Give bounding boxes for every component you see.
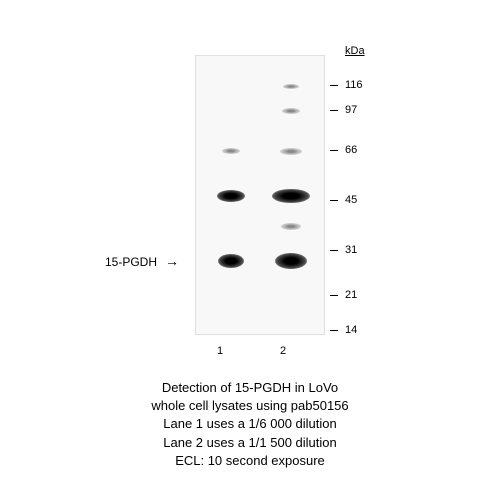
mw-label: 21 <box>345 289 357 301</box>
mw-label: 31 <box>345 244 357 256</box>
mw-label: 97 <box>345 104 357 116</box>
caption-line: Lane 2 uses a 1/1 500 dilution <box>0 434 500 452</box>
caption-line: whole cell lysates using pab50156 <box>0 397 500 415</box>
caption-line: ECL: 10 second exposure <box>0 452 500 470</box>
lane-2 <box>266 56 316 334</box>
caption-line: Detection of 15-PGDH in LoVo <box>0 379 500 397</box>
protein-band <box>222 148 240 154</box>
protein-band <box>280 148 302 155</box>
mw-tick <box>330 110 338 111</box>
mw-tick <box>330 200 338 201</box>
protein-band <box>281 223 301 230</box>
protein-band <box>283 84 299 89</box>
mw-label: 45 <box>345 194 357 206</box>
lane-number-1: 1 <box>217 345 223 357</box>
arrow-icon: → <box>165 253 179 269</box>
lane-number-2: 2 <box>280 345 286 357</box>
kda-header: kDa <box>345 45 365 57</box>
protein-band <box>272 189 310 203</box>
protein-band <box>282 108 300 114</box>
western-blot-figure: kDa 116 97 66 45 31 21 14 15-PGDH → 1 2 <box>20 30 480 370</box>
mw-tick <box>330 330 338 331</box>
caption-line: Lane 1 uses a 1/6 000 dilution <box>0 415 500 433</box>
mw-tick <box>330 150 338 151</box>
mw-tick <box>330 250 338 251</box>
mw-label: 66 <box>345 144 357 156</box>
mw-tick <box>330 85 338 86</box>
protein-label: 15-PGDH <box>105 255 157 269</box>
protein-band <box>218 254 244 268</box>
blot-membrane <box>195 55 325 335</box>
figure-caption: Detection of 15-PGDH in LoVo whole cell … <box>0 379 500 470</box>
mw-label: 116 <box>345 79 363 91</box>
mw-label: 14 <box>345 324 357 336</box>
lane-1 <box>206 56 256 334</box>
mw-tick <box>330 295 338 296</box>
protein-band <box>217 190 245 202</box>
protein-band <box>275 253 307 269</box>
